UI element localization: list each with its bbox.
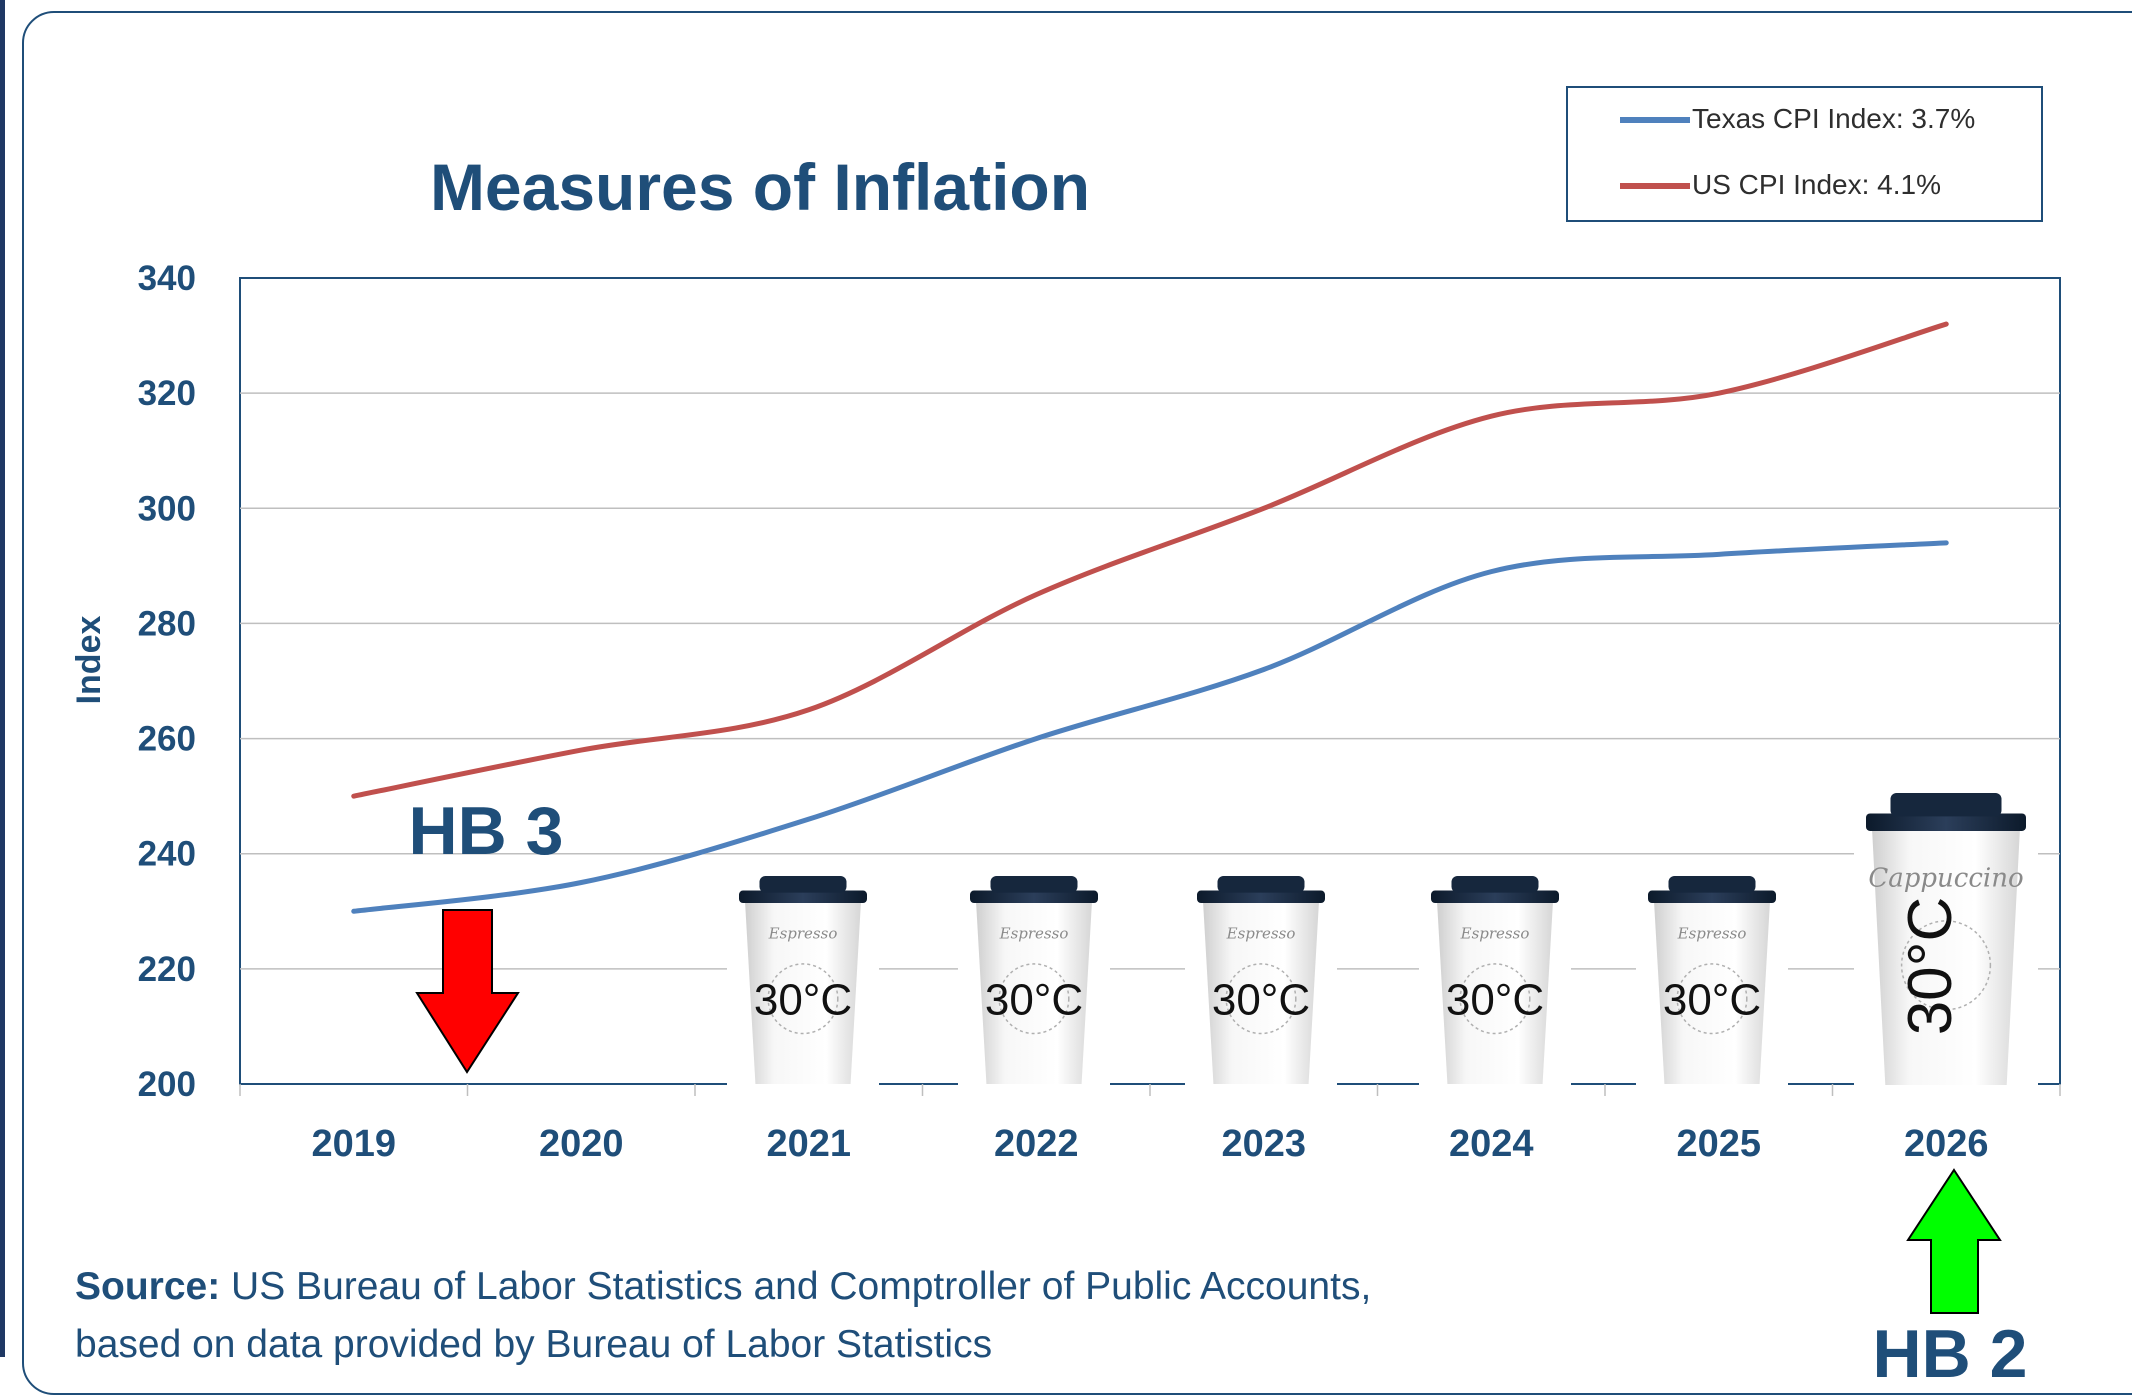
cup-lid-top	[759, 876, 847, 893]
y-tick-label: 280	[138, 604, 196, 643]
chart-title: Measures of Inflation	[430, 150, 1090, 224]
cup-body	[1437, 900, 1553, 1084]
cup-image: Espresso 30°C	[958, 866, 1110, 1104]
cup-lid	[1197, 890, 1325, 904]
y-tick-label: 220	[138, 950, 196, 989]
source-label: Source:	[75, 1265, 221, 1308]
cup-badge-ring	[998, 963, 1070, 1035]
cups-layer: Espresso30°CEspresso30°CEspresso30°CEspr…	[727, 783, 2038, 1105]
cup-image: Espresso 30°C	[1185, 866, 1337, 1104]
cup-image: Espresso 30°C	[1419, 866, 1571, 1104]
cup-image: Espresso 30°C	[1636, 866, 1788, 1104]
x-tick-label: 2021	[766, 1123, 851, 1165]
cup-temp-label: 30°C	[1212, 976, 1310, 1025]
cup-brand-text: Espresso	[1226, 924, 1296, 942]
cup-temp-label: 30°C	[1896, 897, 1965, 1036]
cup-badge-ring	[767, 963, 839, 1035]
x-tick-label: 2026	[1904, 1123, 1989, 1165]
cup-lid-top	[1217, 876, 1305, 893]
cup-brand-text: Espresso	[1677, 924, 1747, 942]
cup-badge-ring	[1459, 963, 1531, 1035]
chart-frame	[22, 11, 2132, 1395]
legend: Texas CPI Index: 3.7% US CPI Index: 4.1%	[1566, 86, 2043, 222]
y-tick-label: 300	[138, 489, 196, 528]
cup-lid	[1866, 813, 2026, 831]
cup-image: Espresso 30°C	[727, 866, 879, 1104]
cup-temp-label: 30°C	[1663, 976, 1761, 1025]
cup-body	[1872, 828, 2020, 1085]
cup-brand-text: Espresso	[1460, 924, 1530, 942]
cup-lid-top	[1668, 876, 1756, 893]
cup-lid	[739, 890, 867, 904]
down-arrow-icon	[415, 909, 520, 1074]
cup-lid-top	[990, 876, 1078, 893]
source-text-line2: based on data provided by Bureau of Labo…	[75, 1323, 993, 1366]
cup-lid-top	[1890, 793, 2002, 817]
x-tick-label: 2025	[1676, 1123, 1761, 1165]
cup-badge-ring	[1676, 963, 1748, 1035]
series-line-us	[351, 321, 1949, 799]
x-tick-label: 2020	[539, 1123, 624, 1165]
cup-lid	[970, 890, 1098, 904]
y-tick-label: 240	[138, 835, 196, 874]
left-accent-bar	[0, 0, 5, 1357]
y-tick-label: 340	[138, 259, 196, 298]
y-tick-labels: 200 220 240 260 280 300 320 340	[138, 259, 196, 1104]
cup-body	[1203, 900, 1319, 1084]
y-tick-label: 200	[138, 1065, 196, 1104]
cup-body	[1654, 900, 1770, 1084]
y-tick-label: 320	[138, 374, 196, 413]
x-tick-label: 2022	[994, 1123, 1079, 1165]
legend-label-us: US CPI Index: 4.1%	[1692, 169, 1941, 200]
large-cup-image: Cappuccino 30°C	[1854, 783, 2038, 1105]
cup-temp-label: 30°C	[985, 976, 1083, 1025]
x-tick-label: 2023	[1221, 1123, 1306, 1165]
cup-body	[976, 900, 1092, 1084]
y-tick-label: 260	[138, 720, 196, 759]
source-note: Source: US Bureau of Labor Statistics an…	[75, 1258, 1575, 1374]
cup-lid	[1648, 890, 1776, 904]
cup-body	[745, 900, 861, 1084]
cup-brand-text: Espresso	[768, 924, 838, 942]
x-tick-label: 2019	[311, 1123, 396, 1165]
cup-temp-label: 30°C	[1446, 976, 1544, 1025]
cup-lid	[1431, 890, 1559, 904]
hb3-label: HB 3	[409, 793, 564, 869]
y-axis-label: Index	[70, 616, 108, 705]
series-line-texas	[351, 540, 1949, 914]
cup-badge-ring	[1900, 920, 1992, 1011]
cup-temp-label: 30°C	[754, 976, 852, 1025]
x-tick-labels: 2019 2020 2021 2022 2023 2024 2025 2026	[311, 1123, 1988, 1165]
cup-lid-top	[1451, 876, 1539, 893]
green-up-arrow-icon	[1906, 1168, 2002, 1314]
cup-brand-text: Espresso	[999, 924, 1069, 942]
series-layer	[351, 321, 1949, 914]
hb2-label: HB 2	[1873, 1316, 2028, 1392]
cup-brand-text: Cappuccino	[1868, 863, 2023, 893]
source-text: US Bureau of Labor Statistics and Comptr…	[220, 1265, 1372, 1308]
cup-badge-ring	[1225, 963, 1297, 1035]
legend-label-texas: Texas CPI Index: 3.7%	[1692, 103, 1975, 134]
x-tick-label: 2024	[1449, 1123, 1534, 1165]
